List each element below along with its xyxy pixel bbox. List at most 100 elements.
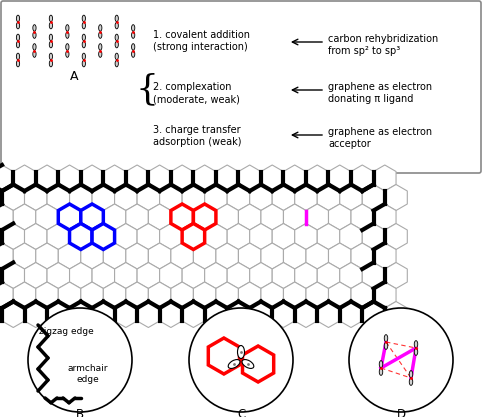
Polygon shape	[317, 301, 340, 327]
Ellipse shape	[384, 342, 388, 349]
Ellipse shape	[82, 60, 85, 67]
Polygon shape	[227, 301, 250, 327]
Polygon shape	[126, 165, 148, 191]
Polygon shape	[242, 346, 274, 382]
Ellipse shape	[242, 359, 254, 369]
Polygon shape	[47, 262, 69, 289]
Ellipse shape	[16, 23, 20, 29]
Text: {: {	[135, 72, 159, 106]
Polygon shape	[115, 184, 137, 211]
Polygon shape	[2, 262, 25, 289]
Polygon shape	[385, 262, 407, 289]
Polygon shape	[193, 282, 216, 308]
Polygon shape	[205, 184, 227, 211]
Ellipse shape	[82, 15, 85, 22]
Polygon shape	[385, 184, 407, 211]
Polygon shape	[47, 184, 69, 211]
Polygon shape	[374, 165, 396, 191]
Polygon shape	[283, 243, 306, 269]
Polygon shape	[272, 262, 295, 289]
Text: 3. charge transfer
adsorption (weak): 3. charge transfer adsorption (weak)	[153, 125, 241, 147]
Polygon shape	[362, 262, 385, 289]
Ellipse shape	[115, 53, 119, 60]
Polygon shape	[374, 282, 396, 308]
Polygon shape	[115, 262, 137, 289]
Ellipse shape	[379, 368, 383, 375]
Ellipse shape	[16, 53, 20, 60]
Polygon shape	[362, 184, 385, 211]
Circle shape	[28, 308, 132, 412]
Polygon shape	[182, 262, 205, 289]
Polygon shape	[227, 184, 250, 211]
Polygon shape	[81, 243, 103, 269]
Polygon shape	[216, 282, 239, 308]
Polygon shape	[160, 262, 182, 289]
Polygon shape	[25, 301, 47, 327]
Polygon shape	[81, 204, 103, 230]
Ellipse shape	[66, 32, 69, 38]
Polygon shape	[58, 204, 81, 230]
Ellipse shape	[16, 41, 20, 48]
Polygon shape	[250, 262, 272, 289]
Ellipse shape	[228, 359, 240, 369]
Polygon shape	[208, 338, 240, 374]
Polygon shape	[81, 165, 103, 191]
Ellipse shape	[384, 335, 388, 342]
Polygon shape	[126, 282, 148, 308]
Polygon shape	[306, 204, 329, 230]
Polygon shape	[205, 224, 227, 249]
Polygon shape	[306, 165, 329, 191]
Polygon shape	[205, 301, 227, 327]
Polygon shape	[374, 243, 396, 269]
Polygon shape	[216, 204, 239, 230]
Text: A: A	[70, 70, 78, 83]
Polygon shape	[261, 204, 283, 230]
Polygon shape	[137, 224, 160, 249]
Polygon shape	[13, 282, 36, 308]
Polygon shape	[239, 243, 261, 269]
Polygon shape	[317, 184, 340, 211]
Polygon shape	[171, 282, 193, 308]
Ellipse shape	[82, 41, 85, 48]
Polygon shape	[227, 262, 250, 289]
Polygon shape	[306, 282, 329, 308]
Polygon shape	[351, 204, 374, 230]
Ellipse shape	[33, 25, 36, 31]
Polygon shape	[329, 282, 351, 308]
Ellipse shape	[82, 34, 85, 41]
Polygon shape	[261, 165, 283, 191]
Ellipse shape	[49, 41, 53, 48]
Polygon shape	[283, 204, 306, 230]
Ellipse shape	[16, 15, 20, 22]
Ellipse shape	[132, 32, 135, 38]
Polygon shape	[295, 184, 317, 211]
Polygon shape	[171, 204, 193, 230]
Text: graphene as electron
donating π ligand: graphene as electron donating π ligand	[328, 82, 432, 104]
Ellipse shape	[66, 44, 69, 50]
Polygon shape	[193, 204, 216, 230]
Ellipse shape	[33, 51, 36, 57]
Polygon shape	[36, 243, 58, 269]
Polygon shape	[340, 262, 362, 289]
Polygon shape	[272, 224, 295, 249]
Ellipse shape	[414, 341, 418, 348]
Polygon shape	[69, 262, 92, 289]
Text: carbon rehybridization
from sp² to sp³: carbon rehybridization from sp² to sp³	[328, 34, 438, 56]
Ellipse shape	[49, 60, 53, 67]
Polygon shape	[25, 262, 47, 289]
Polygon shape	[317, 262, 340, 289]
Polygon shape	[2, 224, 25, 249]
Polygon shape	[385, 224, 407, 249]
Polygon shape	[137, 301, 160, 327]
Ellipse shape	[99, 25, 102, 31]
Polygon shape	[25, 224, 47, 249]
Ellipse shape	[99, 32, 102, 38]
Polygon shape	[148, 243, 171, 269]
Ellipse shape	[82, 23, 85, 29]
Polygon shape	[374, 204, 396, 230]
Polygon shape	[103, 282, 126, 308]
Ellipse shape	[115, 41, 119, 48]
Polygon shape	[193, 204, 216, 230]
Polygon shape	[261, 243, 283, 269]
Polygon shape	[216, 165, 239, 191]
